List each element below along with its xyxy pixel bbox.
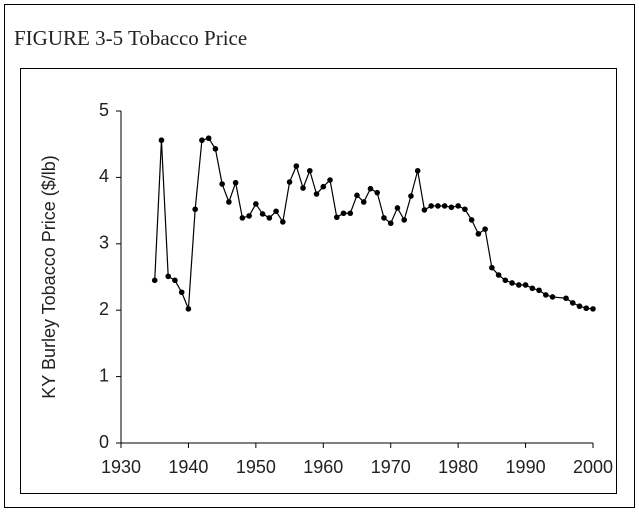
point — [354, 192, 360, 199]
point — [576, 303, 583, 310]
y-tick-label: 2 — [99, 299, 109, 319]
x-tick-label: 2000 — [573, 457, 613, 477]
point — [327, 177, 333, 183]
point — [468, 217, 475, 223]
y-tick-label: 4 — [99, 166, 109, 186]
point — [475, 231, 482, 237]
point — [212, 146, 219, 152]
point — [522, 282, 529, 288]
point — [441, 203, 448, 209]
x-tick-label: 1930 — [101, 457, 141, 477]
x-tick-label: 1980 — [438, 457, 478, 477]
point — [387, 220, 394, 227]
point — [516, 282, 522, 288]
point — [421, 207, 428, 213]
y-tick-label: 0 — [99, 432, 109, 452]
point — [165, 273, 171, 280]
point — [374, 189, 381, 196]
point — [300, 185, 306, 191]
point — [448, 204, 455, 211]
point — [569, 300, 576, 306]
point — [381, 215, 387, 221]
point — [172, 277, 178, 284]
point — [226, 199, 232, 205]
point — [394, 205, 401, 211]
point — [340, 210, 347, 217]
x-tick-label: 1970 — [371, 457, 411, 477]
point — [549, 294, 556, 300]
point — [239, 215, 246, 221]
outer-frame — [4, 4, 635, 508]
point — [333, 214, 340, 221]
point — [253, 201, 259, 207]
point — [280, 219, 286, 225]
point — [320, 183, 327, 190]
y-tick-label: 5 — [99, 100, 109, 120]
point — [563, 295, 569, 302]
point — [590, 306, 596, 312]
point — [307, 167, 313, 174]
point — [502, 277, 509, 284]
x-tick-label: 1950 — [236, 457, 276, 477]
point — [286, 179, 293, 185]
point — [199, 137, 205, 144]
point — [482, 226, 488, 232]
point — [205, 135, 212, 142]
point — [489, 264, 495, 271]
point — [455, 203, 461, 209]
point — [414, 167, 421, 174]
point — [185, 306, 192, 312]
point — [428, 203, 434, 209]
y-tick-label: 1 — [99, 365, 109, 385]
point — [509, 280, 515, 286]
point — [219, 181, 225, 187]
point — [435, 203, 441, 209]
point — [246, 213, 252, 219]
point — [293, 163, 300, 169]
y-axis-label: KY Burley Tobacco Price ($/lb) — [39, 155, 59, 398]
point — [360, 199, 367, 205]
point — [347, 210, 354, 217]
point — [408, 193, 414, 199]
point — [367, 185, 374, 192]
point — [536, 287, 542, 294]
point — [583, 305, 590, 312]
point — [178, 289, 185, 296]
point — [259, 211, 266, 217]
point — [192, 206, 198, 213]
x-tick-label: 1990 — [506, 457, 546, 477]
x-tick-label: 1940 — [168, 457, 208, 477]
point — [313, 191, 320, 197]
point — [151, 277, 158, 284]
point — [232, 179, 239, 186]
chart-title: FIGURE 3-5 Tobacco Price — [14, 26, 247, 50]
point — [529, 285, 536, 292]
point — [543, 292, 549, 298]
y-tick-label: 3 — [99, 233, 109, 253]
point — [401, 217, 408, 223]
point — [158, 137, 165, 144]
point — [273, 208, 279, 215]
chart-frame — [20, 68, 617, 494]
x-tick-label: 1960 — [303, 457, 343, 477]
point — [495, 272, 502, 278]
point — [462, 206, 468, 213]
point — [266, 215, 273, 221]
